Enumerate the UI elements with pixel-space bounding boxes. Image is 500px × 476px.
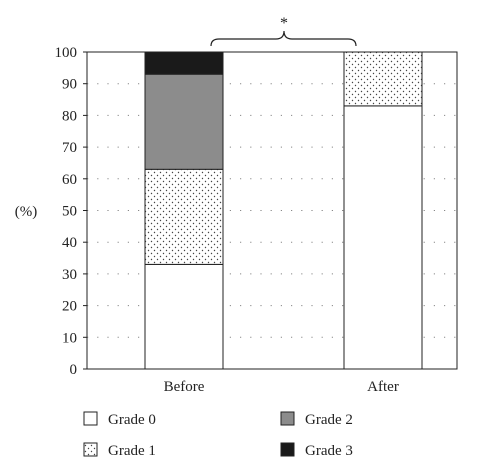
legend-label-grade-0: Grade 0	[108, 412, 156, 428]
y-tick-labels: 0 10 20 30 40 50 60 70 80 90 100	[55, 45, 87, 378]
significance-asterisk: *	[280, 15, 288, 32]
significance-bracket: *	[210, 15, 357, 47]
bar-segment-grade-0-before	[144, 263, 224, 370]
y-tick-label: 0	[70, 362, 78, 378]
bars	[144, 51, 423, 370]
legend-label-grade-2: Grade 2	[305, 412, 353, 428]
legend-label-grade-1: Grade 1	[108, 443, 156, 459]
bar-segment-grade-1-after	[343, 51, 423, 107]
y-tick-label: 30	[62, 267, 77, 283]
bar-segment-grade-1-before	[144, 168, 224, 265]
y-tick-label: 20	[62, 299, 77, 315]
legend-swatch-grade-1	[83, 442, 98, 457]
y-axis-label: (%)	[15, 204, 38, 220]
bar-segment-grade-2-before	[144, 73, 224, 170]
legend-label-grade-3: Grade 3	[305, 443, 353, 459]
y-tick-label: 70	[62, 140, 77, 156]
y-tick-label: 100	[55, 45, 78, 61]
y-tick-label: 50	[62, 204, 77, 220]
bracket-line	[210, 30, 357, 47]
y-tick-label: 40	[62, 235, 77, 251]
legend-swatch-grade-0	[83, 411, 98, 426]
y-tick-label: 80	[62, 108, 77, 124]
plot-frame	[86, 51, 458, 370]
bar-segment-grade-0-after	[343, 105, 423, 370]
y-tick-label: 90	[62, 77, 77, 93]
x-tick-label-after: After	[367, 379, 399, 395]
x-tick-label-before: Before	[164, 379, 205, 395]
y-tick-label: 60	[62, 172, 77, 188]
bar-segment-grade-3-before	[144, 51, 224, 75]
legend: Grade 0 Grade 1 Grade 2 Grade 3	[83, 411, 353, 459]
x-tick-labels: Before After	[164, 379, 399, 395]
legend-swatch-grade-2	[280, 411, 295, 426]
y-tick-label: 10	[62, 330, 77, 346]
legend-swatch-grade-3	[280, 442, 295, 457]
